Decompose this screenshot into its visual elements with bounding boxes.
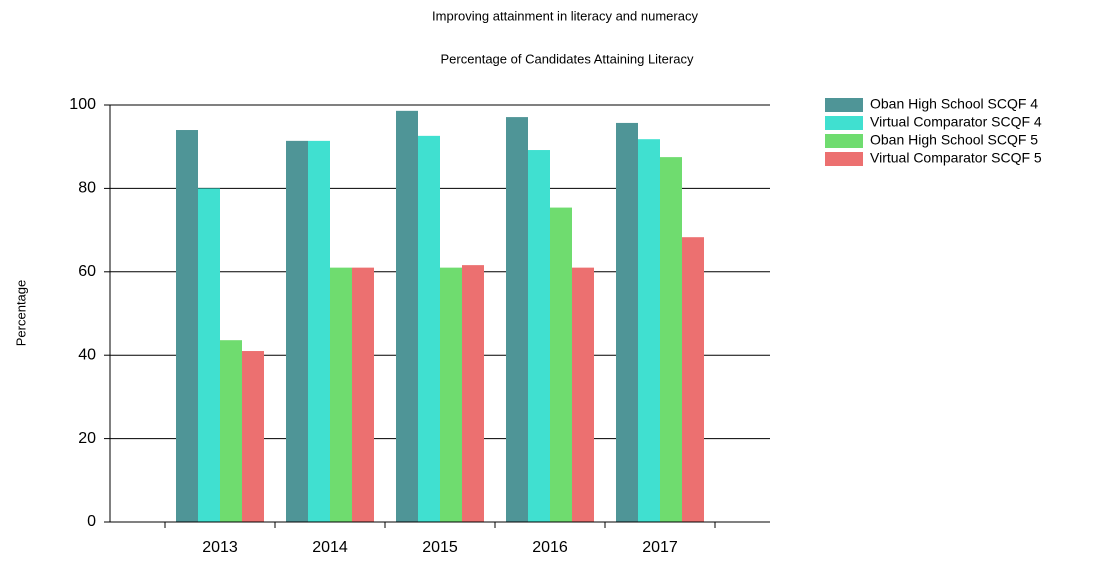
bar xyxy=(440,267,462,522)
bar xyxy=(572,267,594,522)
chart-title: Improving attainment in literacy and num… xyxy=(432,8,698,23)
x-tick-label: 2013 xyxy=(202,539,238,556)
legend-label: Oban High School SCQF 5 xyxy=(870,132,1038,148)
bar xyxy=(242,351,264,522)
x-tick-label: 2015 xyxy=(422,539,458,556)
bar xyxy=(352,267,374,522)
bar xyxy=(418,135,440,522)
y-axis-label: Percentage xyxy=(13,280,28,347)
x-tick-label: 2017 xyxy=(642,539,678,556)
bar xyxy=(286,140,308,522)
bar xyxy=(682,237,704,522)
bar xyxy=(550,207,572,522)
bar xyxy=(462,265,484,522)
legend-swatch xyxy=(825,152,863,166)
y-tick-label: 100 xyxy=(69,96,96,113)
x-tick-label: 2016 xyxy=(532,539,568,556)
y-tick-label: 40 xyxy=(78,346,96,363)
bar xyxy=(176,130,198,522)
bar xyxy=(330,267,352,522)
legend-label: Virtual Comparator SCQF 5 xyxy=(870,150,1042,166)
legend-swatch xyxy=(825,116,863,130)
bar xyxy=(308,140,330,522)
y-tick-label: 20 xyxy=(78,430,96,447)
bar xyxy=(660,157,682,522)
x-tick-label: 2014 xyxy=(312,539,348,556)
chart-subtitle: Percentage of Candidates Attaining Liter… xyxy=(441,51,694,66)
bar xyxy=(528,150,550,522)
y-tick-label: 0 xyxy=(87,513,96,530)
bar xyxy=(616,122,638,522)
y-tick-label: 60 xyxy=(78,263,96,280)
legend-label: Virtual Comparator SCQF 4 xyxy=(870,114,1042,130)
y-tick-label: 80 xyxy=(78,180,96,197)
legend-swatch xyxy=(825,98,863,112)
bar xyxy=(220,340,242,522)
bar xyxy=(396,110,418,522)
legend-label: Oban High School SCQF 4 xyxy=(870,96,1038,112)
bar xyxy=(638,139,660,522)
bar xyxy=(506,117,528,522)
legend-swatch xyxy=(825,134,863,148)
bar xyxy=(198,188,220,522)
